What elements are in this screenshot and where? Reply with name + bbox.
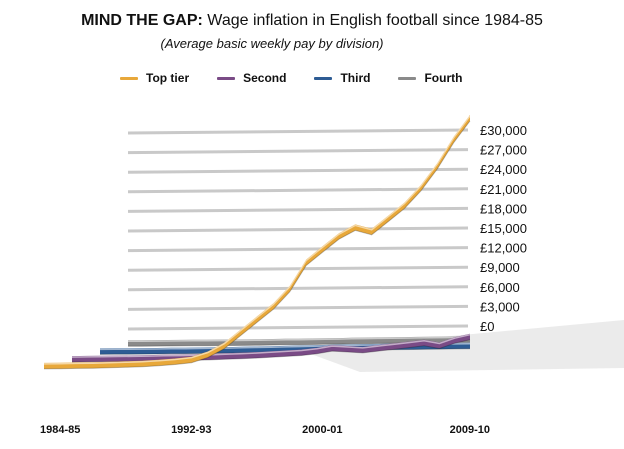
gridline bbox=[127, 206, 469, 213]
y-tick-label: £12,000 bbox=[480, 241, 527, 256]
y-tick-label: £18,000 bbox=[480, 201, 527, 216]
gridline bbox=[127, 167, 469, 174]
legend-label: Second bbox=[243, 71, 287, 85]
gridline bbox=[127, 187, 469, 194]
gridline bbox=[127, 226, 469, 233]
y-tick-label: £9,000 bbox=[480, 260, 520, 275]
y-tick-label: £6,000 bbox=[480, 280, 520, 295]
chart-subtitle: (Average basic weekly pay by division) bbox=[160, 36, 384, 51]
series-highlight bbox=[128, 336, 471, 342]
legend-item-third: Third bbox=[314, 71, 370, 85]
gridline bbox=[127, 324, 469, 331]
y-tick-label: £3,000 bbox=[480, 299, 520, 314]
x-tick-label: 1992-93 bbox=[171, 424, 211, 436]
gridline bbox=[127, 265, 469, 272]
series-highlight bbox=[43, 115, 471, 365]
legend-swatch bbox=[314, 76, 333, 80]
series-ribbon-top-tier bbox=[44, 114, 470, 369]
legend-label: Third bbox=[340, 71, 371, 85]
x-tick-label: 1984-85 bbox=[40, 424, 80, 436]
y-tick-label: £21,000 bbox=[480, 182, 527, 197]
chart-legend: Top tier Second Third Fourth bbox=[120, 71, 462, 85]
legend-swatch bbox=[217, 76, 236, 80]
gridline bbox=[127, 285, 469, 292]
gridline bbox=[127, 128, 469, 135]
legend-item-top-tier: Top tier bbox=[120, 71, 189, 85]
gridline bbox=[127, 304, 469, 311]
y-tick-label: £24,000 bbox=[480, 162, 527, 177]
chart-title-lead: MIND THE GAP: bbox=[81, 12, 203, 29]
series-edge bbox=[43, 120, 471, 370]
y-tick-label: £27,000 bbox=[480, 143, 527, 158]
gridline bbox=[127, 246, 469, 253]
legend-swatch bbox=[120, 76, 138, 80]
y-tick-label: £0 bbox=[480, 319, 494, 334]
chart-title: MIND THE GAP: Wage inflation in English … bbox=[0, 12, 624, 30]
legend-swatch bbox=[398, 76, 417, 80]
x-tick-label: 2009-10 bbox=[450, 424, 490, 436]
legend-item-fourth: Fourth bbox=[398, 71, 462, 85]
legend-label: Top tier bbox=[146, 71, 190, 85]
y-tick-label: £30,000 bbox=[480, 123, 527, 138]
gridline bbox=[127, 148, 469, 155]
legend-item-second: Second bbox=[217, 71, 286, 85]
chart-title-rest: Wage inflation in English football since… bbox=[202, 12, 543, 29]
legend-label: Fourth bbox=[424, 71, 463, 85]
x-tick-label: 2000-01 bbox=[302, 424, 342, 436]
y-tick-label: £15,000 bbox=[480, 221, 527, 236]
series-highlight bbox=[71, 333, 471, 358]
